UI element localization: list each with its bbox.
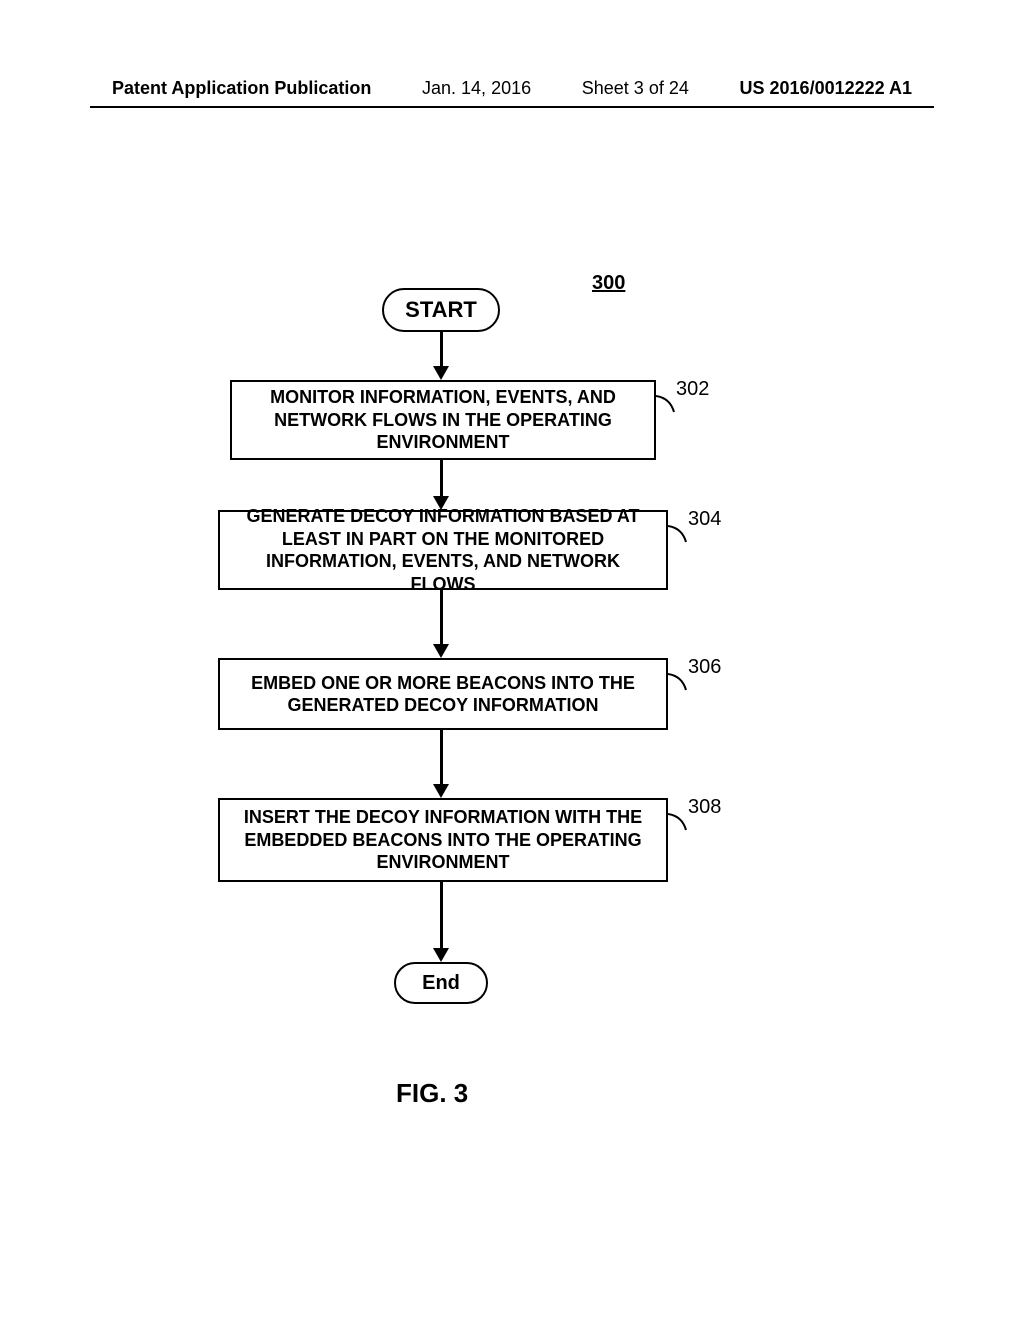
lead-line-302 (656, 390, 686, 420)
process-box-304: GENERATE DECOY INFORMATION BASED AT LEAS… (218, 510, 668, 590)
arrow-304-306 (440, 590, 443, 646)
lead-line-304 (668, 520, 698, 550)
arrowhead-304-306 (433, 644, 449, 658)
page-header: Patent Application Publication Jan. 14, … (0, 78, 1024, 99)
header-sheet: Sheet 3 of 24 (582, 78, 689, 99)
figure-caption: FIG. 3 (396, 1078, 468, 1109)
header-rule (90, 106, 934, 108)
header-docnum: US 2016/0012222 A1 (740, 78, 912, 99)
flowchart-ref-label: 300 (592, 272, 625, 295)
process-box-308: INSERT THE DECOY INFORMATION WITH THE EM… (218, 798, 668, 882)
process-308-text: INSERT THE DECOY INFORMATION WITH THE EM… (234, 806, 652, 874)
page-root: Patent Application Publication Jan. 14, … (0, 0, 1024, 1320)
process-306-text: EMBED ONE OR MORE BEACONS INTO THE GENER… (234, 672, 652, 717)
header-publication: Patent Application Publication (112, 78, 371, 99)
process-302-text: MONITOR INFORMATION, EVENTS, AND NETWORK… (246, 386, 640, 454)
start-label: START (405, 297, 477, 323)
arrow-306-308 (440, 730, 443, 786)
arrowhead-306-308 (433, 784, 449, 798)
header-date: Jan. 14, 2016 (422, 78, 531, 99)
arrow-start-302 (440, 332, 443, 368)
arrowhead-308-end (433, 948, 449, 962)
lead-line-308 (668, 808, 698, 838)
process-304-text: GENERATE DECOY INFORMATION BASED AT LEAS… (234, 505, 652, 595)
end-terminal: End (394, 962, 488, 1004)
end-label: End (422, 972, 460, 995)
start-terminal: START (382, 288, 500, 332)
header-row: Patent Application Publication Jan. 14, … (0, 78, 1024, 99)
lead-line-306 (668, 668, 698, 698)
arrow-302-304 (440, 460, 443, 498)
process-box-302: MONITOR INFORMATION, EVENTS, AND NETWORK… (230, 380, 656, 460)
process-box-306: EMBED ONE OR MORE BEACONS INTO THE GENER… (218, 658, 668, 730)
arrowhead-start-302 (433, 366, 449, 380)
arrow-308-end (440, 882, 443, 950)
